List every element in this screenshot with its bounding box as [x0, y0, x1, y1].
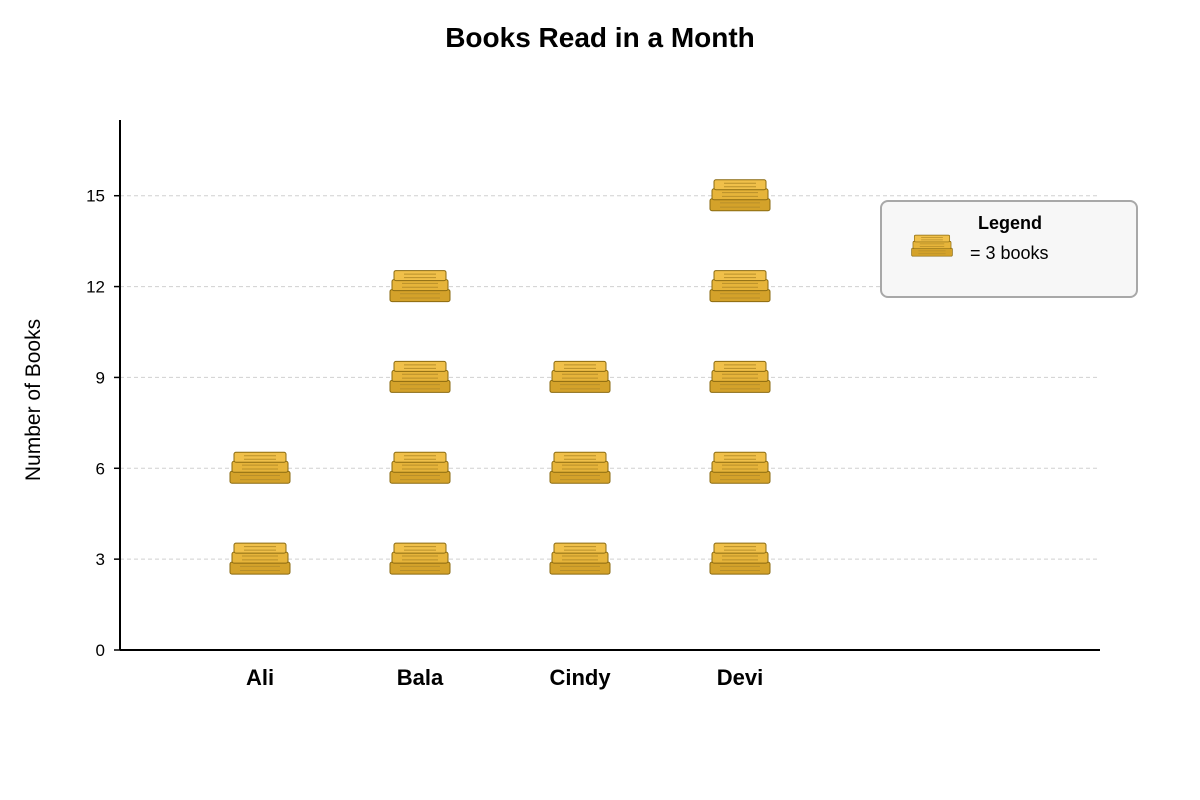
pictograph-icons: [229, 179, 771, 575]
book-stack-icon: [229, 542, 291, 575]
book-stack-icon: [709, 542, 771, 575]
book-stack-icon: [709, 360, 771, 393]
axis-labels: 0 3 6 9 12 15 Ali Bala Cindy Devi: [86, 187, 763, 690]
axes: [114, 120, 1100, 651]
book-stack-icon: [709, 179, 771, 212]
book-stack-icon: [389, 360, 451, 393]
book-stack-icon: [389, 542, 451, 575]
x-tick-label: Cindy: [549, 665, 611, 690]
y-tick-label: 6: [96, 459, 105, 478]
y-axis-title: Number of Books: [22, 319, 45, 481]
book-stack-icon: [389, 270, 451, 303]
book-stack-icon: [549, 360, 611, 393]
y-tick-label: 9: [96, 368, 105, 387]
book-stack-icon: [389, 451, 451, 484]
y-tick-label: 3: [96, 550, 105, 569]
book-stack-icon: [229, 451, 291, 484]
x-tick-label: Ali: [246, 665, 274, 690]
x-tick-label: Bala: [397, 665, 444, 690]
legend: Legend = 3 books: [880, 200, 1138, 298]
book-stack-icon: [709, 451, 771, 484]
book-stack-icon: [709, 270, 771, 303]
legend-title: Legend: [978, 213, 1043, 233]
y-tick-label: 15: [86, 187, 105, 206]
book-stack-icon: [911, 234, 953, 257]
y-tick-label: 0: [96, 641, 105, 660]
book-stack-icon: [549, 451, 611, 484]
legend-book-stack-icon: [911, 234, 953, 257]
legend-text: = 3 books: [970, 243, 1049, 263]
book-stack-icon: [549, 542, 611, 575]
x-tick-label: Devi: [717, 665, 763, 690]
y-tick-label: 12: [86, 278, 105, 297]
chart-title: Books Read in a Month: [445, 22, 755, 53]
